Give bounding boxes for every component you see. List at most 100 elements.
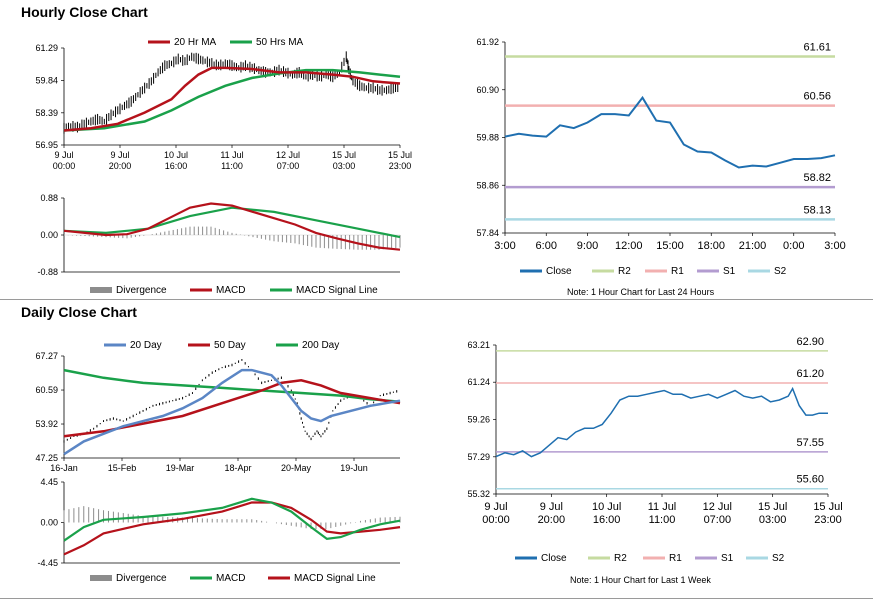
daily-ma20-line — [63, 368, 401, 456]
daily-price-x-tick-label: 16-Jan — [50, 463, 78, 473]
daily-legend-200day-label: 200 Day — [302, 340, 339, 351]
hourly-macd-y-tick-label: 0.00 — [40, 230, 58, 240]
daily-ma200-line — [63, 368, 401, 403]
daily-legend-divergence-swatch — [90, 575, 112, 581]
daily-pivot-legend-r2-label: R2 — [614, 553, 627, 564]
daily-price-x-tick-label: 19-Jun — [340, 463, 368, 473]
daily-macd-y-tick-label: 4.45 — [40, 477, 58, 487]
hourly-price-x-tick-label: 00:00 — [53, 161, 76, 171]
daily-pivot-y-tick-label: 55.32 — [467, 489, 490, 499]
hourly-price-x-tick-label: 9 Jul — [110, 150, 129, 160]
hourly-pivot-x-tick-label: 21:00 — [739, 240, 767, 252]
daily-level-s1-label: 57.55 — [796, 437, 824, 449]
hourly-price-x-tick-label: 15 Jul — [388, 150, 412, 160]
hourly-legend-50hrs-label: 50 Hrs MA — [256, 37, 304, 48]
hourly-pivot-note: Note: 1 Hour Chart for Last 24 Hours — [567, 287, 715, 297]
daily-pivot-x-tick-label: 9 Jul — [484, 501, 507, 513]
hourly-level-s2-label: 58.13 — [803, 204, 831, 216]
daily-legend-20day-label: 20 Day — [130, 340, 162, 351]
daily-pivot-x-tick-label: 16:00 — [593, 514, 621, 526]
bottom-divider — [0, 598, 873, 599]
daily-legend-signal-label: MACD Signal Line — [294, 573, 376, 584]
hourly-price-x-tick-label: 9 Jul — [54, 150, 73, 160]
hourly-pivot-legend-s2-label: S2 — [774, 266, 787, 277]
hourly-pivot-legend-r2-label: R2 — [618, 266, 631, 277]
hourly-pivot-legend-r1-label: R1 — [671, 266, 684, 277]
daily-price-y-tick-label: 60.59 — [35, 385, 58, 395]
daily-price-y-tick-label: 53.92 — [35, 419, 58, 429]
hourly-pivot-x-tick-label: 3:00 — [494, 240, 515, 252]
hourly-pivot-x-tick-label: 3:00 — [824, 240, 845, 252]
hourly-price-x-tick-label: 11:00 — [221, 161, 243, 171]
hourly-macd-y-tick-label: -0.88 — [37, 267, 58, 277]
daily-pivot-x-tick-label: 15 Jul — [813, 501, 842, 513]
daily-pivot-y-tick-label: 63.21 — [467, 340, 490, 350]
hourly-level-s1-label: 58.82 — [803, 172, 831, 184]
hourly-price-x-tick-label: 07:00 — [277, 161, 300, 171]
hourly-price-x-tick-label: 15 Jul — [332, 150, 356, 160]
hourly-level-r2-label: 61.61 — [803, 42, 831, 54]
hourly-price-y-tick-label: 56.95 — [35, 140, 58, 150]
daily-price-y-tick-label: 47.25 — [35, 453, 58, 463]
daily-section-title: Daily Close Chart — [21, 304, 137, 320]
daily-pivot-x-tick-label: 15 Jul — [758, 501, 787, 513]
daily-pivot-x-tick-label: 07:00 — [704, 514, 732, 526]
daily-pivot-x-tick-label: 20:00 — [538, 514, 566, 526]
daily-close-line — [495, 386, 828, 458]
daily-pivot-y-tick-label: 59.26 — [467, 415, 490, 425]
hourly-price-y-tick-label: 58.39 — [35, 108, 58, 118]
hourly-pivot-x-tick-label: 12:00 — [615, 240, 643, 252]
hourly-pivot-y-tick-label: 57.84 — [476, 228, 499, 238]
hourly-close-line — [504, 95, 836, 169]
daily-price-x-tick-label: 20-May — [281, 463, 312, 473]
hourly-price-y-tick-label: 59.84 — [35, 75, 58, 85]
hourly-pivot-x-tick-label: 15:00 — [656, 240, 684, 252]
hourly-price-x-tick-label: 11 Jul — [220, 150, 243, 160]
hourly-price-x-tick-label: 12 Jul — [276, 150, 300, 160]
hourly-pivot-x-tick-label: 9:00 — [577, 240, 598, 252]
daily-level-r1-label: 61.20 — [796, 368, 824, 380]
daily-legend-divergence-label: Divergence — [116, 573, 167, 584]
hourly-macd-y-tick-label: 0.88 — [40, 193, 58, 203]
hourly-macd-line — [63, 202, 401, 251]
daily-price-y-tick-label: 67.27 — [35, 351, 58, 361]
daily-level-s2-label: 55.60 — [796, 474, 824, 486]
daily-pivot-x-tick-label: 10 Jul — [592, 501, 621, 513]
daily-macd-line — [63, 497, 401, 542]
daily-price-x-tick-label: 18-Apr — [224, 463, 251, 473]
daily-pivot-y-tick-label: 57.29 — [467, 452, 490, 462]
hourly-pivot-y-tick-label: 61.92 — [476, 37, 499, 47]
daily-level-r2-label: 62.90 — [796, 336, 824, 348]
daily-pivot-x-tick-label: 11:00 — [649, 514, 676, 526]
daily-pivot-x-tick-label: 9 Jul — [540, 501, 563, 513]
hourly-pivot-legend-s1-label: S1 — [723, 266, 736, 277]
hourly-price-x-tick-label: 23:00 — [389, 161, 412, 171]
hourly-price-y-tick-label: 61.29 — [35, 43, 58, 53]
hourly-ma50-line — [63, 68, 401, 132]
hourly-section-title: Hourly Close Chart — [21, 4, 148, 20]
daily-pivot-x-tick-label: 00:00 — [482, 514, 510, 526]
hourly-price-x-tick-label: 20:00 — [109, 161, 132, 171]
daily-price-x-tick-label: 15-Feb — [108, 463, 137, 473]
hourly-legend-20hr-label: 20 Hr MA — [174, 37, 217, 48]
hourly-pivot-y-tick-label: 60.90 — [476, 85, 499, 95]
daily-legend-macd-label: MACD — [216, 573, 245, 584]
hourly-pivot-y-tick-label: 59.88 — [476, 133, 499, 143]
daily-pivot-legend-s1-label: S1 — [721, 553, 734, 564]
daily-pivot-x-tick-label: 12 Jul — [703, 501, 732, 513]
daily-macd-y-tick-label: 0.00 — [40, 518, 58, 528]
hourly-price-x-tick-label: 03:00 — [333, 161, 356, 171]
hourly-price-x-tick-label: 16:00 — [165, 161, 188, 171]
daily-ma50-line — [63, 379, 401, 438]
hourly-ma20-line — [63, 66, 401, 132]
hourly-legend-divergence-label: Divergence — [116, 285, 167, 296]
daily-price-x-tick-label: 19-Mar — [166, 463, 195, 473]
daily-pivot-note: Note: 1 Hour Chart for Last 1 Week — [570, 575, 711, 585]
section-divider — [0, 299, 873, 300]
hourly-pivot-x-tick-label: 18:00 — [697, 240, 725, 252]
hourly-level-r1-label: 60.56 — [803, 91, 831, 103]
hourly-price-x-tick-label: 10 Jul — [164, 150, 188, 160]
daily-pivot-legend-close-label: Close — [541, 553, 567, 564]
daily-macd-y-tick-label: -4.45 — [37, 558, 58, 568]
